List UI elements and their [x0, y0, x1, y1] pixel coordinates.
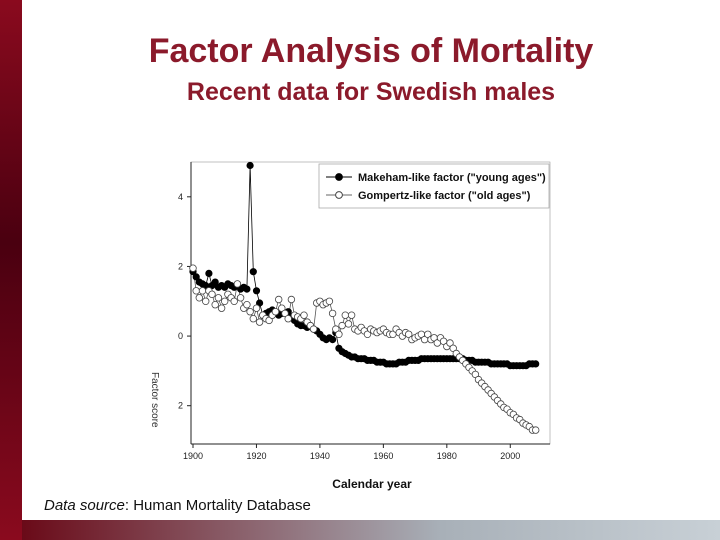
x-tick-label: 1980 [437, 451, 457, 461]
data-point-old [233, 280, 242, 288]
data-point-young [246, 161, 254, 170]
data-point-old [265, 316, 273, 325]
data-point-old [347, 311, 356, 319]
data-point-old [252, 304, 261, 312]
data-point-old [405, 330, 413, 338]
bottom-accent-bar [22, 520, 720, 540]
x-tick-label: 1940 [310, 451, 330, 461]
data-point-old [271, 308, 280, 316]
slide-subtitle: Recent data for Swedish males [186, 78, 556, 106]
x-axis-label: Calendar year [332, 477, 412, 491]
left-accent-bar [0, 0, 22, 540]
data-point-old [255, 318, 264, 326]
data-point-old [325, 297, 334, 305]
x-tick-label: 1960 [373, 451, 393, 461]
data-point-old [208, 290, 216, 298]
data-point-old [195, 294, 203, 302]
data-point-old [278, 304, 286, 312]
series-points [189, 161, 540, 434]
data-point-old [532, 426, 540, 434]
x-tick-label: 1900 [183, 451, 203, 461]
data-point-young [205, 269, 213, 277]
data-point-old [201, 297, 210, 305]
data-point-old [335, 330, 343, 338]
data-point-old [344, 320, 353, 328]
data-source-note: Data source: Human Mortality Database [44, 497, 311, 514]
data-point-old [189, 264, 197, 272]
data-source-label: Data source [44, 497, 125, 514]
data-point-old [446, 339, 454, 347]
data-point-young [192, 273, 200, 281]
x-tick-label: 1920 [246, 451, 266, 461]
y-tick-label: 0 [178, 331, 183, 341]
data-point-young [211, 278, 219, 286]
legend-marker-old [335, 191, 343, 199]
legend: Makeham-like factor ("young ages") Gompe… [318, 163, 550, 209]
data-point-young [532, 360, 540, 368]
data-point-old [217, 304, 226, 312]
data-point-old [192, 287, 200, 295]
data-point-young [328, 335, 337, 344]
data-point-old [309, 325, 318, 333]
legend-marker-young [335, 173, 343, 181]
data-point-old [243, 301, 251, 309]
slide-title: Factor Analysis of Mortality [148, 32, 594, 70]
data-point-old [211, 301, 219, 309]
data-point-old [341, 311, 349, 319]
data-point-old [287, 295, 296, 304]
data-point-old [249, 315, 257, 323]
data-point-old [284, 315, 292, 323]
legend-label-young: Makeham-like factor ("young ages") [358, 172, 546, 184]
data-point-old [281, 309, 289, 318]
y-tick-label: 2 [178, 261, 183, 271]
data-point-old [424, 330, 432, 338]
legend-label-old: Gompertz-like factor ("old ages") [358, 190, 531, 202]
y-tick-label: 2 [178, 401, 183, 411]
data-point-young [252, 287, 261, 295]
data-point-old [236, 294, 245, 302]
data-point-old [220, 297, 229, 305]
data-source-text: : Human Mortality Database [124, 497, 311, 514]
data-point-old [328, 309, 337, 318]
data-point-old [363, 330, 372, 338]
data-point-old [338, 321, 346, 330]
y-axis-label: Factor score [149, 372, 160, 428]
legend-box [318, 163, 550, 209]
data-point-young [249, 268, 257, 276]
data-point-old [214, 294, 223, 302]
x-tick-label: 2000 [500, 451, 520, 461]
x-axis-ticks: 1900 1920 1940 1960 1980 2000 [183, 444, 520, 461]
data-point-old [198, 287, 207, 295]
data-point-old [246, 308, 254, 316]
data-point-old [275, 295, 283, 304]
y-tick-label: 4 [178, 192, 183, 202]
data-point-old [300, 311, 308, 319]
data-point-old [230, 297, 238, 305]
data-point-young [243, 285, 251, 293]
